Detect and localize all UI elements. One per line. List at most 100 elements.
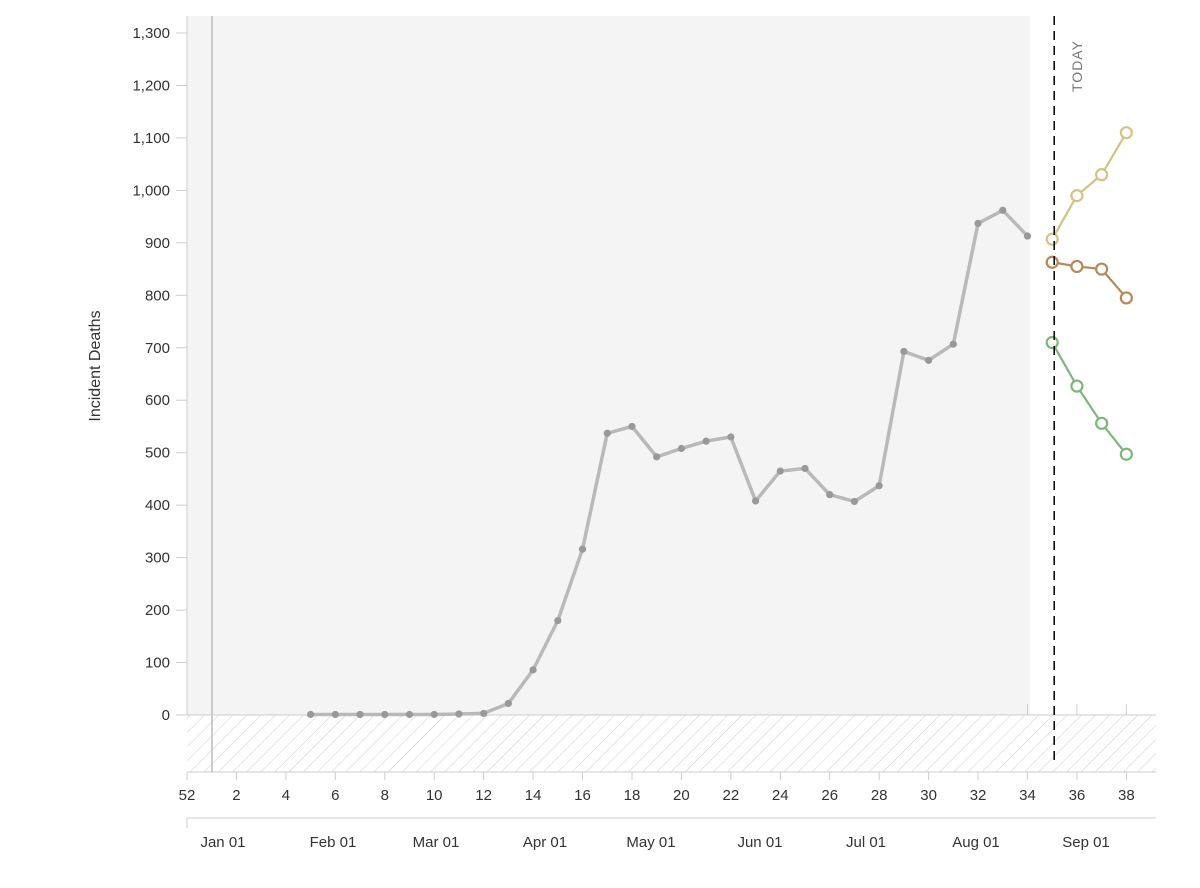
week-tick-label: 34: [1019, 787, 1036, 804]
observed-point[interactable]: [850, 497, 859, 506]
y-tick-label: 100: [145, 655, 170, 672]
forecast-point[interactable]: [1045, 232, 1059, 246]
y-tick-label: 600: [145, 392, 170, 409]
y-tick-label: 900: [145, 235, 170, 252]
forecast-point[interactable]: [1095, 262, 1109, 276]
week-tick-label: 14: [525, 787, 542, 804]
y-tick-label: 700: [145, 340, 170, 357]
forecast-point[interactable]: [1045, 255, 1059, 269]
observed-point[interactable]: [455, 710, 463, 718]
week-axis: 52 2 4 6 8 10 12 14 16 18 20 22 24 26 28 30 32 34 36 38: [179, 704, 1156, 804]
y-axis-title: Incident Deaths: [87, 310, 104, 421]
y-axis: 0 100 200 300 400 500 600 700 800 900 1,000 1,100 1,…: [132, 16, 188, 724]
observed-point[interactable]: [504, 699, 512, 708]
week-tick-label: 30: [920, 787, 937, 804]
observed-point[interactable]: [727, 433, 735, 441]
today-label: TODAY: [1069, 40, 1085, 92]
observed-point[interactable]: [949, 340, 957, 348]
observed-line: [310, 208, 1029, 717]
forecast-point[interactable]: [1070, 379, 1084, 393]
forecast-line: [1052, 261, 1128, 299]
observed-point[interactable]: [999, 206, 1007, 214]
month-tick-label: Aug 01: [952, 834, 1000, 851]
observed-point[interactable]: [405, 710, 414, 719]
observed-point[interactable]: [801, 464, 809, 473]
week-tick-label: 22: [722, 787, 739, 804]
observed-point[interactable]: [751, 497, 760, 505]
y-tick-label: 500: [145, 445, 170, 462]
observed-point[interactable]: [628, 422, 636, 431]
observed-point[interactable]: [603, 429, 611, 437]
forecast-point[interactable]: [1070, 189, 1084, 203]
y-tick-label: 300: [145, 550, 170, 567]
forecast-series-3: [1045, 335, 1133, 461]
week-tick-label: 32: [970, 787, 987, 804]
week-tick-label: 26: [821, 787, 838, 804]
y-tick-label: 1,000: [132, 182, 170, 199]
week-tick-label: 4: [282, 787, 290, 804]
forecast-line: [1051, 132, 1128, 240]
observed-point[interactable]: [702, 437, 710, 445]
observed-point[interactable]: [307, 710, 315, 719]
observed-point[interactable]: [578, 545, 587, 553]
forecast-series-1: [1045, 126, 1133, 246]
observed-point[interactable]: [554, 616, 562, 625]
y-tick-label: 1,300: [132, 25, 170, 42]
observed-point[interactable]: [1023, 232, 1032, 240]
y-tick-label: 400: [145, 497, 170, 514]
week-tick-label: 2: [232, 787, 240, 804]
week-tick-label: 52: [179, 787, 196, 804]
forecast-point[interactable]: [1119, 447, 1133, 461]
y-tick-label: 1,100: [132, 130, 170, 147]
observed-point[interactable]: [381, 710, 389, 719]
observed-point[interactable]: [529, 666, 537, 674]
forecast-point[interactable]: [1119, 291, 1133, 305]
week-tick-label: 36: [1069, 787, 1086, 804]
month-tick-label: Feb 01: [310, 834, 357, 851]
month-tick-label: Jul 01: [846, 834, 886, 851]
month-tick-label: Jan 01: [200, 834, 245, 851]
forecast-series: [1045, 126, 1133, 461]
observed-point[interactable]: [925, 356, 933, 364]
observed-point[interactable]: [677, 444, 686, 453]
month-tick-label: Apr 01: [523, 834, 567, 851]
forecast-point[interactable]: [1119, 126, 1133, 140]
week-tick-label: 20: [673, 787, 690, 804]
observed-series: [307, 206, 1032, 719]
observed-point[interactable]: [900, 347, 908, 356]
observed-region-background: [187, 16, 1030, 715]
observed-point[interactable]: [331, 710, 339, 719]
forecast-series-2: [1045, 255, 1133, 305]
week-tick-label: 18: [624, 787, 641, 804]
negative-hatch-region: [187, 715, 1156, 772]
observed-point[interactable]: [974, 219, 982, 228]
month-tick-label: Jun 01: [737, 834, 782, 851]
forecast-point[interactable]: [1070, 259, 1084, 274]
week-tick-label: 10: [426, 787, 443, 804]
month-tick-label: May 01: [626, 834, 675, 851]
y-tick-label: 800: [145, 287, 170, 304]
week-tick-label: 12: [475, 787, 492, 804]
observed-point[interactable]: [430, 710, 438, 719]
observed-point[interactable]: [776, 467, 784, 475]
month-tick-label: Mar 01: [413, 834, 460, 851]
y-tick-label: 1,200: [132, 77, 170, 94]
week-tick-label: 28: [871, 787, 888, 804]
week-tick-label: 8: [381, 787, 389, 804]
y-tick-label: 200: [145, 602, 170, 619]
forecast-point[interactable]: [1095, 416, 1109, 430]
observed-point[interactable]: [875, 482, 883, 490]
month-axis: Jan 01 Feb 01 Mar 01 Apr 01 May 01 Jun 01 Jul …: [186, 817, 1156, 851]
forecast-point[interactable]: [1045, 335, 1059, 350]
forecast-point[interactable]: [1095, 168, 1109, 182]
observed-point[interactable]: [826, 491, 834, 499]
week-tick-label: 16: [574, 787, 591, 804]
observed-point[interactable]: [480, 709, 488, 718]
observed-point[interactable]: [653, 453, 661, 461]
week-tick-label: 6: [331, 787, 339, 804]
observed-point[interactable]: [356, 710, 364, 719]
y-tick-label: 0: [162, 707, 170, 724]
week-tick-label: 38: [1118, 787, 1135, 804]
forecast-line: [1051, 341, 1128, 455]
